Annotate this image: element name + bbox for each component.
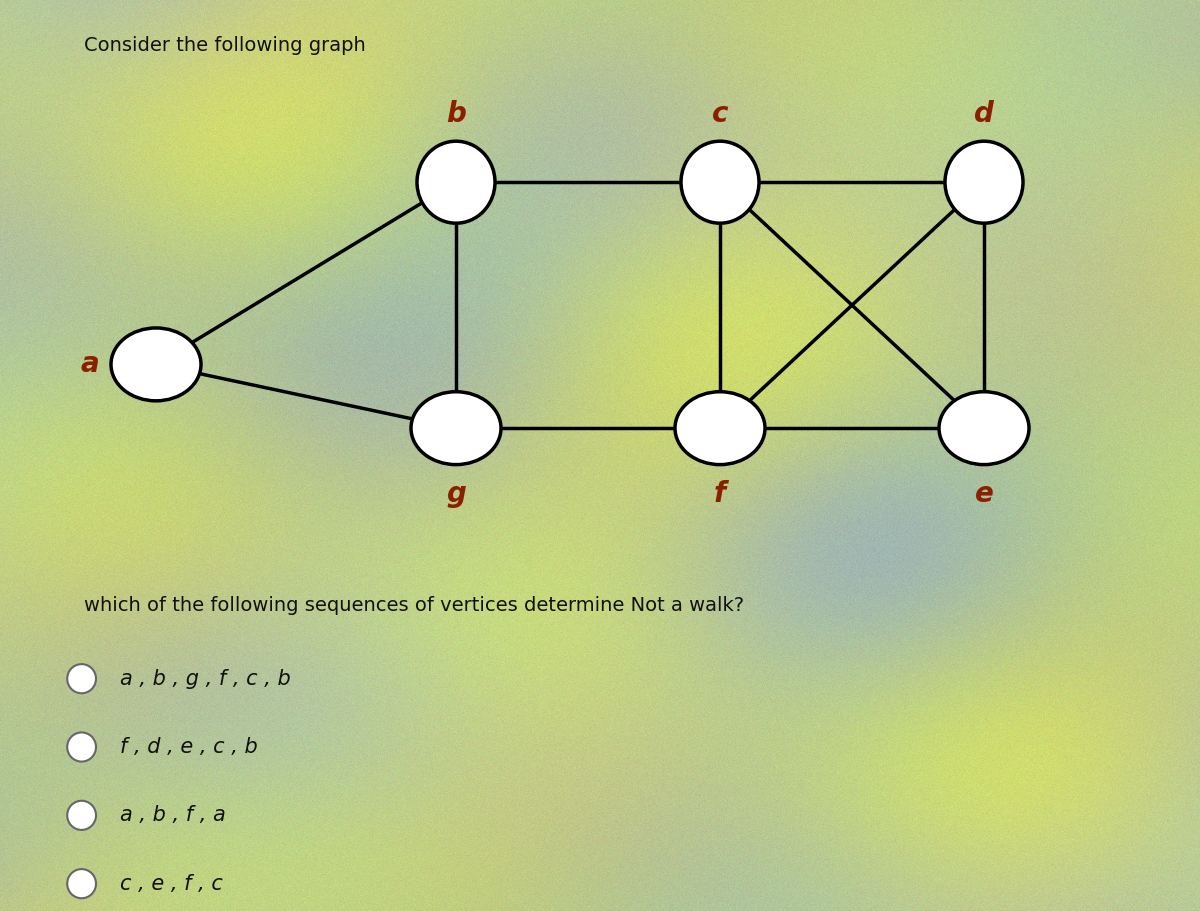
Text: f: f: [714, 480, 726, 507]
Ellipse shape: [410, 392, 502, 465]
Text: f , d , e , c , b: f , d , e , c , b: [120, 737, 258, 757]
Text: a , b , f , a: a , b , f , a: [120, 805, 226, 825]
Ellipse shape: [67, 664, 96, 693]
Text: c , e , f , c: c , e , f , c: [120, 874, 223, 894]
Ellipse shape: [418, 141, 496, 223]
Text: Consider the following graph: Consider the following graph: [84, 36, 366, 56]
Text: a , b , g , f , c , b: a , b , g , f , c , b: [120, 669, 290, 689]
Text: a: a: [80, 351, 100, 378]
Text: g: g: [446, 480, 466, 507]
Ellipse shape: [938, 392, 1030, 465]
Text: b: b: [446, 100, 466, 128]
Ellipse shape: [67, 801, 96, 830]
Ellipse shape: [112, 328, 202, 401]
Ellipse shape: [946, 141, 1022, 223]
Text: which of the following sequences of vertices determine Not a walk?: which of the following sequences of vert…: [84, 597, 744, 615]
Text: c: c: [712, 100, 728, 128]
Ellipse shape: [682, 141, 760, 223]
Ellipse shape: [67, 732, 96, 762]
Ellipse shape: [674, 392, 766, 465]
Text: d: d: [974, 100, 994, 128]
Text: e: e: [974, 480, 994, 507]
Ellipse shape: [67, 869, 96, 898]
